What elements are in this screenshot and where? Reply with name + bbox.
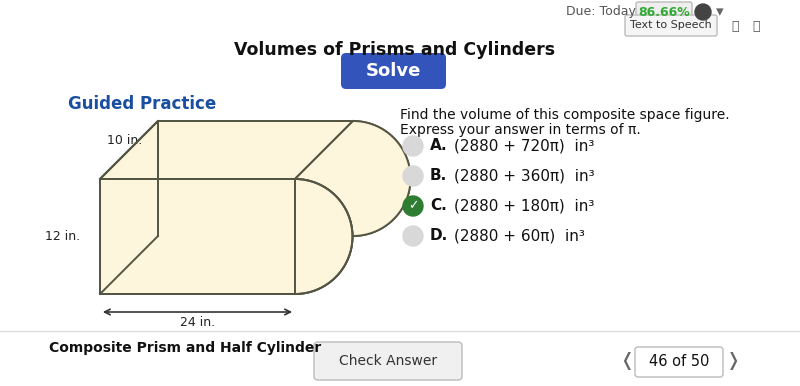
Text: B.: B.	[430, 169, 447, 183]
Text: ▾: ▾	[716, 5, 724, 20]
Text: 12 in.: 12 in.	[45, 230, 80, 243]
Text: 24 in.: 24 in.	[180, 317, 215, 330]
FancyBboxPatch shape	[314, 342, 462, 380]
Text: 86.66%: 86.66%	[638, 5, 690, 19]
Text: ❭: ❭	[726, 352, 741, 370]
Text: (2880 + 60π)  in³: (2880 + 60π) in³	[454, 229, 585, 244]
Circle shape	[403, 166, 423, 186]
Text: Find the volume of this composite space figure.: Find the volume of this composite space …	[400, 108, 730, 122]
Circle shape	[403, 136, 423, 156]
Text: 10 in.: 10 in.	[107, 134, 142, 147]
Text: 📷: 📷	[731, 20, 738, 32]
Polygon shape	[100, 121, 353, 179]
Circle shape	[403, 196, 423, 216]
FancyBboxPatch shape	[341, 53, 446, 89]
FancyBboxPatch shape	[625, 15, 717, 36]
Polygon shape	[295, 121, 410, 294]
Text: Due: Today: Due: Today	[566, 5, 636, 19]
Polygon shape	[100, 121, 158, 294]
Text: Composite Prism and Half Cylinder: Composite Prism and Half Cylinder	[49, 341, 321, 355]
Text: A.: A.	[430, 139, 448, 154]
Text: Text to Speech: Text to Speech	[630, 20, 712, 30]
Polygon shape	[353, 121, 410, 236]
Circle shape	[695, 4, 711, 20]
Text: (2880 + 180π)  in³: (2880 + 180π) in³	[454, 198, 594, 213]
FancyBboxPatch shape	[635, 347, 723, 377]
Text: Guided Practice: Guided Practice	[68, 95, 216, 113]
Text: Volumes of Prisms and Cylinders: Volumes of Prisms and Cylinders	[234, 41, 555, 59]
Text: (2880 + 720π)  in³: (2880 + 720π) in³	[454, 139, 594, 154]
Text: D.: D.	[430, 229, 448, 244]
FancyBboxPatch shape	[636, 2, 692, 22]
Text: ❬: ❬	[619, 352, 634, 370]
Polygon shape	[100, 179, 295, 294]
Text: 🖨: 🖨	[752, 20, 760, 32]
Text: (2880 + 360π)  in³: (2880 + 360π) in³	[454, 169, 594, 183]
Text: i: i	[701, 7, 705, 17]
Polygon shape	[295, 179, 353, 294]
Text: Check Answer: Check Answer	[339, 354, 437, 368]
Circle shape	[403, 226, 423, 246]
Text: Solve: Solve	[366, 62, 421, 80]
Text: C.: C.	[430, 198, 446, 213]
Text: Express your answer in terms of π.: Express your answer in terms of π.	[400, 123, 641, 137]
Text: 46 of 50: 46 of 50	[649, 354, 709, 369]
Text: ✓: ✓	[408, 200, 418, 213]
